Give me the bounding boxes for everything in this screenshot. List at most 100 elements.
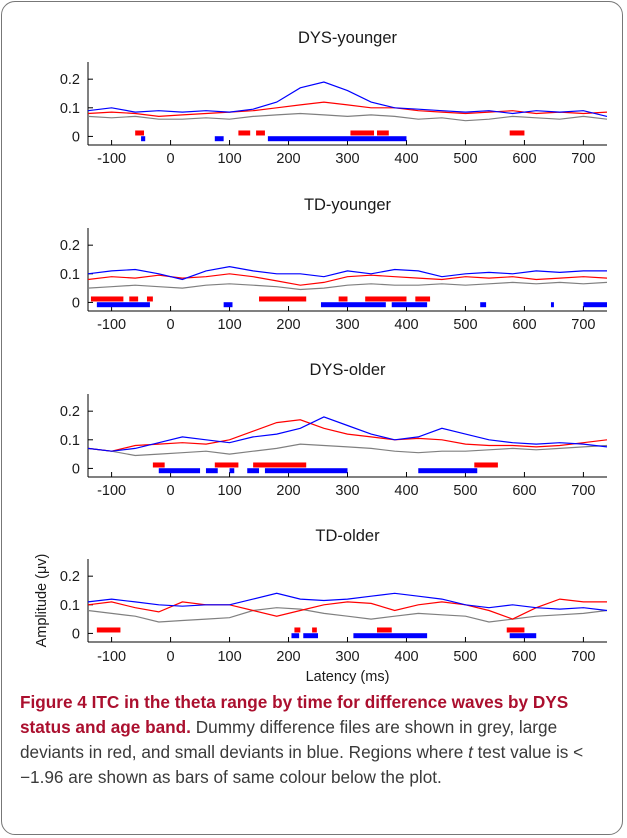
x-tick-label: -100 — [97, 483, 126, 499]
significance-bar — [506, 627, 525, 633]
significance-bar — [376, 627, 392, 633]
significance-bar — [550, 302, 554, 308]
x-tick-label: 100 — [217, 151, 241, 167]
chart-panel-1: DYS-younger 0 0.1 0.2 -100 0 100 200 300 400 500 60… — [60, 29, 608, 167]
x-tick-label: 500 — [453, 483, 477, 499]
x-tick-label: 500 — [453, 151, 477, 167]
x-tick-label: -100 — [97, 649, 126, 665]
significance-bar — [96, 627, 121, 633]
x-tick-label: 100 — [217, 317, 241, 333]
significance-bar — [480, 302, 487, 308]
series-line-1 — [87, 112, 608, 122]
x-tick-label: 200 — [276, 317, 300, 333]
significance-bar — [291, 633, 300, 639]
caption-italic-t: t — [468, 742, 473, 762]
x-tick-label: 200 — [276, 151, 300, 167]
y-tick-label: 0.2 — [60, 72, 80, 88]
y-axis-label: Amplitude (μv) — [34, 554, 50, 648]
x-tick-label: 700 — [571, 317, 595, 333]
chart-panel-2: TD-younger 0 0.1 0.2 -100 0 100 200 300 400 500 600… — [60, 196, 608, 333]
significance-bar — [350, 130, 375, 136]
y-tick-label: 0.2 — [60, 569, 80, 585]
significance-bar — [353, 633, 428, 639]
x-tick-label: 100 — [217, 649, 241, 665]
x-tick-label: 400 — [394, 151, 418, 167]
y-tick-label: 0.1 — [60, 433, 80, 449]
x-tick-label: 200 — [276, 483, 300, 499]
series-line-3 — [87, 592, 608, 612]
x-tick-label: -100 — [97, 151, 126, 167]
chart-title: TD-older — [315, 527, 380, 545]
significance-bar — [312, 627, 317, 633]
significance-bar — [474, 462, 498, 468]
x-tick-label: 300 — [335, 317, 359, 333]
x-tick-label: 700 — [571, 649, 595, 665]
x-tick-label: 600 — [512, 151, 536, 167]
x-tick-label: 0 — [167, 317, 175, 333]
x-tick-label: -100 — [97, 317, 126, 333]
series-line-1 — [87, 607, 608, 623]
x-tick-label: 400 — [394, 483, 418, 499]
series-line-3 — [87, 265, 607, 281]
significance-bar — [259, 296, 307, 302]
significance-bar — [509, 130, 525, 136]
x-tick-label: 700 — [571, 483, 595, 499]
significance-bar — [303, 633, 319, 639]
significance-bar — [294, 627, 301, 633]
significance-bar — [583, 302, 607, 308]
significance-bar — [338, 296, 348, 302]
chart-title: TD-younger — [304, 196, 392, 214]
significance-bar — [90, 296, 124, 302]
chart-title: DYS-older — [309, 361, 386, 379]
x-tick-label: 0 — [167, 649, 175, 665]
series-line-3 — [87, 416, 608, 452]
series-line-1 — [87, 281, 608, 291]
significance-bar — [214, 462, 239, 468]
significance-bar — [135, 130, 145, 136]
y-tick-label: 0.1 — [60, 101, 80, 117]
significance-bar — [146, 296, 153, 302]
significance-bar — [247, 468, 260, 474]
significance-bar — [365, 296, 407, 302]
charts-canvas: DYS-younger 0 0.1 0.2 -100 0 100 200 300 400 500 60… — [34, 29, 608, 685]
y-tick-label: 0 — [72, 129, 80, 145]
x-tick-label: 400 — [394, 317, 418, 333]
significance-bar — [418, 468, 478, 474]
significance-bar — [129, 296, 139, 302]
x-tick-label: 500 — [453, 649, 477, 665]
significance-bar — [152, 462, 165, 468]
x-tick-label: 200 — [276, 649, 300, 665]
series-line-2 — [87, 419, 608, 452]
chart-title: DYS-younger — [298, 29, 398, 47]
x-tick-label: 600 — [512, 483, 536, 499]
caption-body-2: test value is < −1.96 are shown as bars … — [20, 742, 584, 787]
significance-bar — [256, 130, 265, 136]
x-tick-label: 600 — [512, 317, 536, 333]
x-tick-label: 600 — [512, 649, 536, 665]
series-line-3 — [87, 81, 608, 117]
x-tick-label: 500 — [453, 317, 477, 333]
caption-body-1: Dummy difference files are shown in grey… — [20, 717, 558, 762]
x-tick-label: 300 — [335, 649, 359, 665]
significance-bar — [267, 136, 407, 142]
x-tick-label: 400 — [394, 649, 418, 665]
chart-panel-3: DYS-older 0 0.1 0.2 -100 0 100 200 300 400 500 600 7… — [60, 361, 608, 499]
x-tick-label: 300 — [335, 483, 359, 499]
x-tick-label: 100 — [217, 483, 241, 499]
x-tick-label: 0 — [167, 483, 175, 499]
significance-bar — [214, 136, 224, 142]
caption-lead: Figure 4 ITC in the theta range by time … — [20, 692, 569, 737]
y-tick-label: 0.2 — [60, 404, 80, 420]
series-line-1 — [87, 443, 608, 457]
x-tick-label: 300 — [335, 151, 359, 167]
figure-caption: Figure 4 ITC in the theta range by time … — [20, 690, 610, 790]
x-axis-label: Latency (ms) — [306, 669, 390, 685]
significance-bar — [158, 468, 201, 474]
significance-bar — [229, 468, 235, 474]
significance-bar — [376, 130, 389, 136]
chart-panel-4: TD-older 0 0.1 0.2 -100 0 100 200 300 400 500 600 70… — [34, 527, 608, 685]
significance-bar — [320, 302, 386, 308]
y-tick-label: 0.2 — [60, 238, 80, 254]
series-line-2 — [87, 101, 608, 118]
